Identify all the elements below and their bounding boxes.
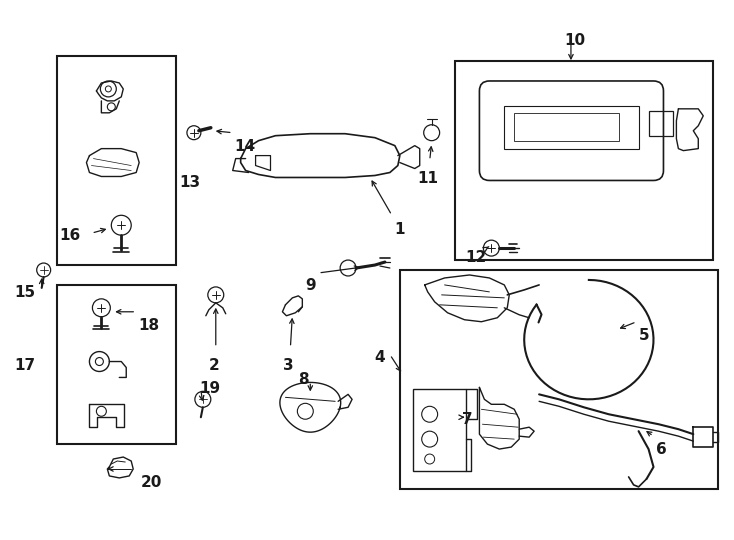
Text: 11: 11 [418, 171, 439, 186]
Text: 15: 15 [14, 285, 35, 300]
Bar [649, 111, 673, 136]
Text: 9: 9 [305, 278, 316, 293]
Text: 2: 2 [208, 357, 219, 373]
Text: 17: 17 [14, 357, 35, 373]
Text: 16: 16 [59, 228, 81, 243]
Text: 13: 13 [179, 176, 200, 191]
Bar [400, 270, 718, 489]
Bar [57, 285, 176, 444]
Text: 18: 18 [138, 318, 159, 333]
Text: 8: 8 [298, 373, 309, 388]
Text: 4: 4 [374, 349, 385, 364]
Text: 1: 1 [394, 222, 404, 237]
Text: 12: 12 [465, 250, 487, 265]
Text: 14: 14 [235, 139, 256, 154]
Text: 20: 20 [141, 475, 162, 490]
Bar [454, 61, 713, 260]
Text: 19: 19 [199, 381, 220, 396]
Text: 5: 5 [639, 328, 649, 343]
Text: 7: 7 [462, 412, 472, 427]
Bar [413, 389, 467, 471]
Text: 10: 10 [564, 33, 585, 48]
Bar [57, 56, 176, 265]
Text: 6: 6 [655, 442, 666, 457]
Bar [515, 113, 619, 140]
Bar [504, 106, 639, 148]
Text: 3: 3 [283, 357, 294, 373]
